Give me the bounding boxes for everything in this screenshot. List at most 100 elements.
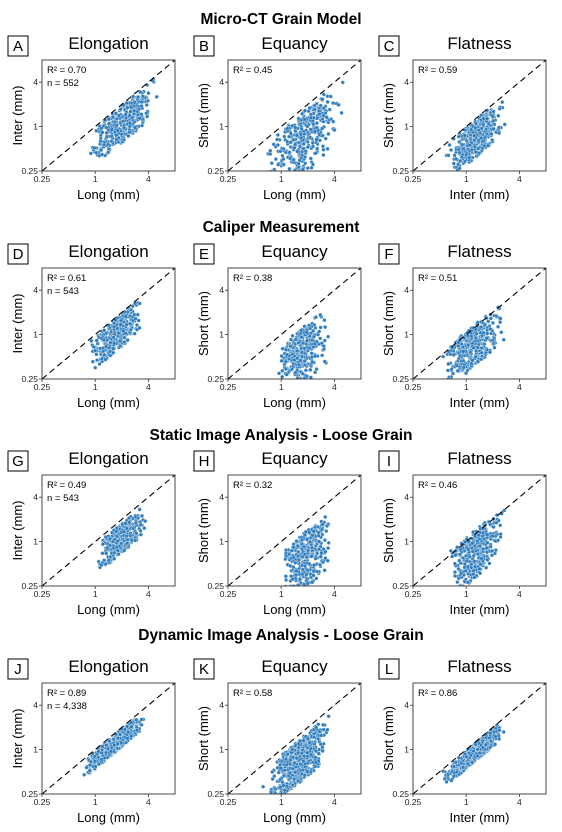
data-point xyxy=(133,514,138,519)
row-title: Static Image Analysis - Loose Grain xyxy=(149,427,412,444)
data-point xyxy=(313,556,318,561)
panel-letter: G xyxy=(12,453,24,470)
data-point xyxy=(491,118,496,123)
data-point xyxy=(144,111,149,116)
data-point xyxy=(498,523,503,528)
panel-title: Elongation xyxy=(68,449,148,468)
data-point xyxy=(292,168,297,171)
data-points xyxy=(266,80,345,185)
data-point xyxy=(290,577,295,582)
data-point xyxy=(273,800,277,804)
data-point xyxy=(467,554,472,559)
panel-letter: C xyxy=(384,38,395,55)
data-point xyxy=(121,103,126,108)
data-point xyxy=(497,106,502,111)
y-axis-label: Short (mm) xyxy=(196,706,211,771)
data-point xyxy=(454,591,458,595)
one-to-one-line xyxy=(227,267,362,380)
y-tick-label: 0.25 xyxy=(207,166,224,176)
data-point xyxy=(479,135,484,141)
data-point xyxy=(290,747,295,752)
data-point xyxy=(94,150,99,155)
data-point xyxy=(488,522,493,527)
data-point xyxy=(316,751,321,756)
data-point xyxy=(310,580,315,585)
data-point xyxy=(490,533,495,539)
data-point xyxy=(321,147,326,152)
data-point xyxy=(307,106,312,111)
panel-title: Equancy xyxy=(261,34,328,53)
data-point xyxy=(299,590,303,594)
data-point xyxy=(331,101,336,106)
data-point xyxy=(302,754,307,759)
data-point xyxy=(292,776,297,782)
data-point xyxy=(113,111,119,116)
data-point xyxy=(123,331,128,336)
y-tick-label: 1 xyxy=(219,330,224,340)
data-point xyxy=(473,354,478,359)
data-point xyxy=(296,750,301,756)
data-point xyxy=(339,110,344,115)
data-point xyxy=(143,519,148,524)
data-point xyxy=(281,157,286,162)
data-point xyxy=(317,329,322,334)
data-point xyxy=(132,100,137,105)
data-point xyxy=(99,562,104,568)
data-point xyxy=(309,554,314,559)
data-point xyxy=(124,533,129,539)
data-point xyxy=(308,156,313,161)
r-squared-label: R² = 0.45 xyxy=(233,65,272,76)
data-point xyxy=(479,350,484,355)
data-point xyxy=(295,376,300,379)
data-point xyxy=(278,777,283,782)
data-point xyxy=(102,352,107,358)
data-point xyxy=(490,338,495,343)
data-point xyxy=(298,358,303,363)
data-point xyxy=(488,326,493,332)
data-point xyxy=(130,304,135,309)
y-tick-label: 4 xyxy=(33,492,38,502)
data-point xyxy=(481,546,486,552)
data-point xyxy=(112,550,117,555)
data-point xyxy=(135,312,140,317)
data-point xyxy=(308,539,313,544)
x-tick-label: 1 xyxy=(464,589,469,599)
data-point xyxy=(493,548,498,553)
row-title: Micro-CT Grain Model xyxy=(200,11,361,28)
data-point xyxy=(323,549,328,554)
x-tick-label: 4 xyxy=(332,174,337,184)
data-points xyxy=(276,312,331,379)
y-tick-label: 0.25 xyxy=(392,581,409,591)
data-point xyxy=(313,315,319,320)
data-point xyxy=(317,132,322,137)
plot-frame xyxy=(227,474,362,587)
data-points xyxy=(283,514,331,594)
data-point xyxy=(302,346,307,351)
data-point xyxy=(299,126,304,131)
data-point xyxy=(317,111,322,117)
data-point xyxy=(284,181,288,185)
data-point xyxy=(122,339,127,345)
data-point xyxy=(268,789,274,794)
data-point xyxy=(446,384,450,388)
r-squared-label: R² = 0.70 xyxy=(47,65,86,76)
data-point xyxy=(284,553,289,558)
data-point xyxy=(123,314,128,319)
data-point xyxy=(92,754,97,759)
data-point xyxy=(451,352,456,357)
panel-letter-box xyxy=(7,658,29,680)
r-squared-label: R² = 0.46 xyxy=(418,480,457,491)
y-tick-label: 0.25 xyxy=(21,166,38,176)
y-tick-label: 1 xyxy=(33,330,38,340)
data-point xyxy=(312,103,317,108)
data-point xyxy=(276,770,281,775)
x-tick-label: 1 xyxy=(279,589,284,599)
data-point xyxy=(132,108,137,113)
data-point xyxy=(321,152,326,158)
plot-frame xyxy=(41,474,176,587)
data-point xyxy=(120,119,126,124)
data-point xyxy=(87,768,92,773)
data-point xyxy=(326,131,331,137)
